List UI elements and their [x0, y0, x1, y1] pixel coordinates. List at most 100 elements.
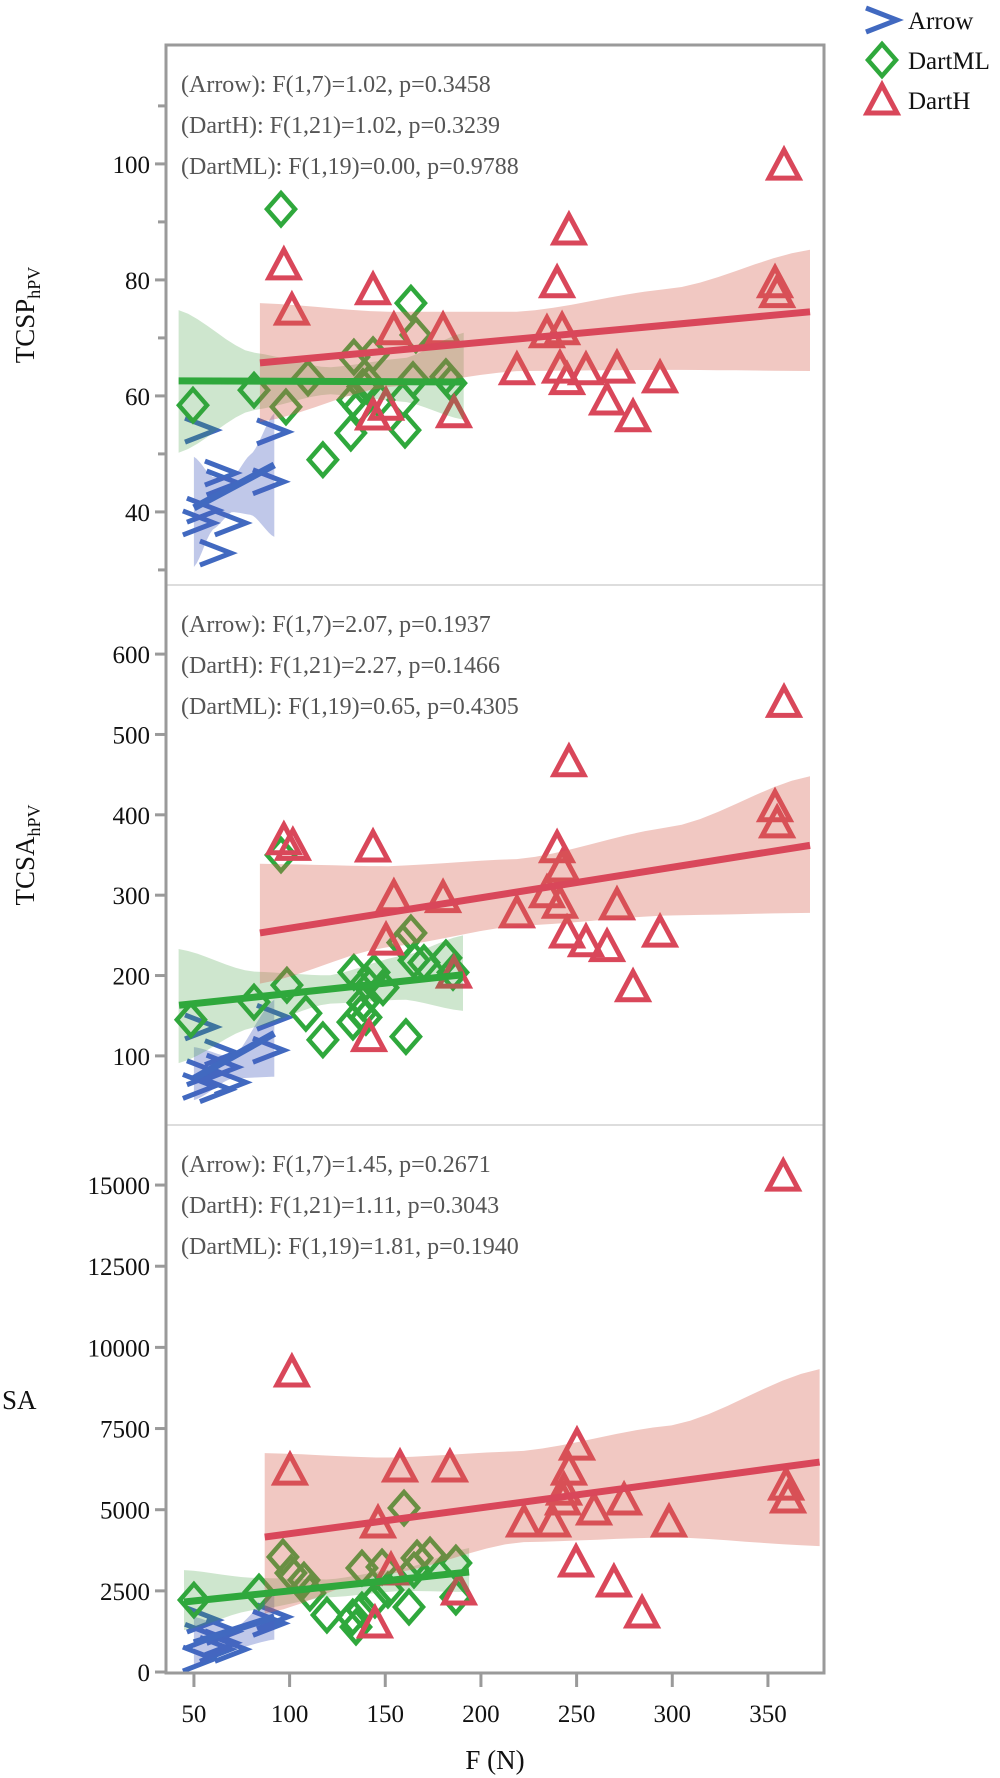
panel-1-arrow-point [199, 538, 238, 568]
panel-3-dartml-point [265, 1537, 300, 1577]
panel-2-ytick-label: 400 [113, 803, 151, 830]
panel-2-dartml-point [288, 993, 323, 1033]
panel-2-ytick-label: 300 [113, 883, 151, 910]
panel-1-darth-point [755, 262, 795, 299]
panel-2-darth-fit-line [259, 841, 811, 937]
panel-1-arrow-point [256, 417, 295, 447]
panel-3-darth-point [766, 1464, 806, 1501]
panel-1-y-axis-title: TCSPhPV [10, 267, 44, 364]
panel-2-ytick-label: 600 [113, 642, 151, 669]
panel-3-darth-point [533, 1501, 573, 1538]
x-tick-label: 100 [271, 1701, 309, 1728]
panel-1-dartml-point [387, 410, 422, 450]
panel-1-darth-point [374, 309, 414, 346]
panel-1-ytick-label: 100 [113, 152, 151, 179]
panel-2-arrow-point [256, 1002, 295, 1032]
panel-2-arrow-point [213, 1068, 253, 1097]
y-axis-title-main: SA [2, 1385, 37, 1415]
panel-3-darth-point [544, 1469, 584, 1506]
legend: Arrow DartML DartH [862, 5, 990, 116]
panel-1-dartml-point [305, 440, 340, 480]
panel-1-darth-point [537, 262, 577, 299]
panel-1-darth-point [566, 349, 606, 386]
panel-2-darth-point [497, 892, 537, 929]
panel-3-arrow-point [213, 1634, 253, 1664]
panel-2-darth-point [757, 802, 797, 839]
axes: 406080100TCSPhPV100200300400500600TCSAhP… [2, 43, 826, 1728]
panel-2-dartml-point [343, 993, 378, 1033]
panel-2-darth-point [587, 926, 627, 963]
panel-1-darth-point [353, 269, 393, 306]
panel-3-darth-point [557, 1424, 597, 1461]
x-axis-title: F (N) [465, 1745, 524, 1775]
panel-3-darth-point [439, 1569, 479, 1606]
panel-3-darth-point [430, 1446, 470, 1483]
panel-3-darth-point [355, 1602, 395, 1639]
panel-2-darth-point [640, 911, 680, 948]
panel-3-stat-annotation: (Arrow): F(1,7)=1.45, p=0.2671 [181, 1152, 491, 1178]
panel-1-dartml-point [268, 387, 303, 427]
panel-3-darth-point [504, 1501, 544, 1538]
x-tick-label: 250 [558, 1701, 596, 1728]
panel-1-dartml-point [290, 358, 325, 398]
panel-2-arrow-point [205, 1052, 245, 1082]
fit-lines [178, 308, 821, 1647]
panel-2-darth-point [273, 825, 313, 861]
panel-2-arrow-point [182, 1072, 221, 1101]
panel-1-darth-point [549, 209, 589, 246]
panel-3-darth-fit-line [264, 1458, 821, 1541]
panel-1-darth-point [264, 244, 304, 281]
legend-label-arrow: Arrow [908, 8, 973, 35]
y-axis-title-subscript: hPV [24, 804, 44, 836]
panel-2-darth-point [349, 1016, 389, 1053]
panel-3-darth-point [556, 1541, 596, 1578]
panel-2-darth-point [264, 819, 304, 856]
panel-2-darth-point [423, 877, 463, 914]
panel-1-dartml-point [264, 189, 298, 229]
panel-2-y-axis-title: TCSAhPV [10, 804, 44, 905]
panel-2-dartml-point [388, 1017, 423, 1057]
panel-3-darth-point [622, 1592, 662, 1629]
panel-2-darth-point [764, 682, 804, 718]
panel-2-darth-point [597, 884, 637, 921]
panel-2-darth-confidence-band [259, 776, 810, 984]
panel-3-y-axis-title: SA [2, 1385, 37, 1415]
panel-3-dartml-point [286, 1560, 321, 1600]
panel-2-darth-point [755, 786, 795, 823]
panel-3-darth-confidence-band [264, 1369, 820, 1614]
panel-1-darth-point [542, 309, 582, 346]
panel-3-darth-point [594, 1561, 634, 1598]
x-tick-label: 200 [462, 1701, 500, 1728]
y-axis-title-main: TCSA [10, 836, 40, 906]
panel-2-stat-annotation: (DartML): F(1,19)=0.65, p=0.4305 [181, 694, 519, 720]
panel-3-dartml-point [344, 1590, 379, 1630]
panel-3-ytick-label: 5000 [100, 1498, 150, 1525]
x-tick-label: 150 [367, 1701, 405, 1728]
panel-2-darth-point [366, 919, 406, 956]
panel-3-dartml-point [309, 1595, 344, 1635]
y-axis-title-subscript: hPV [24, 267, 44, 299]
panel-2-ytick-label: 200 [113, 964, 151, 991]
panel-3-darth-point [574, 1489, 614, 1526]
panel-3-darth-point [604, 1479, 644, 1516]
panel-1-darth-point [597, 347, 637, 384]
panel-1-dartml-point [237, 370, 272, 410]
panel-3-ytick-label: 12500 [88, 1254, 151, 1281]
panel-1-darth-point [272, 289, 312, 326]
legend-label-dartml: DartML [908, 48, 990, 75]
panel-2-darth-point [542, 846, 582, 883]
panel-1-arrow-point [182, 508, 221, 538]
panel-2-stat-annotation: (DartH): F(1,21)=2.27, p=0.1466 [181, 653, 500, 679]
panel-1-darth-point [613, 396, 653, 433]
panel-3-dartml-fit-line [183, 1568, 470, 1606]
panel-2-arrow-confidence-band [193, 999, 275, 1101]
panel-1-stat-annotation: (Arrow): F(1,7)=1.02, p=0.3458 [181, 72, 491, 98]
panel-1-darth-point [434, 392, 474, 429]
plot-frame [164, 43, 826, 1675]
panel-3-dartml-point [241, 1572, 276, 1612]
confidence-bands [178, 249, 820, 1666]
panel-3-darth-point [768, 1477, 808, 1514]
panel-1-arrow-fit-line [192, 461, 276, 511]
x-tick-label: 300 [654, 1701, 692, 1728]
panel-1-ytick-label: 80 [125, 268, 150, 295]
